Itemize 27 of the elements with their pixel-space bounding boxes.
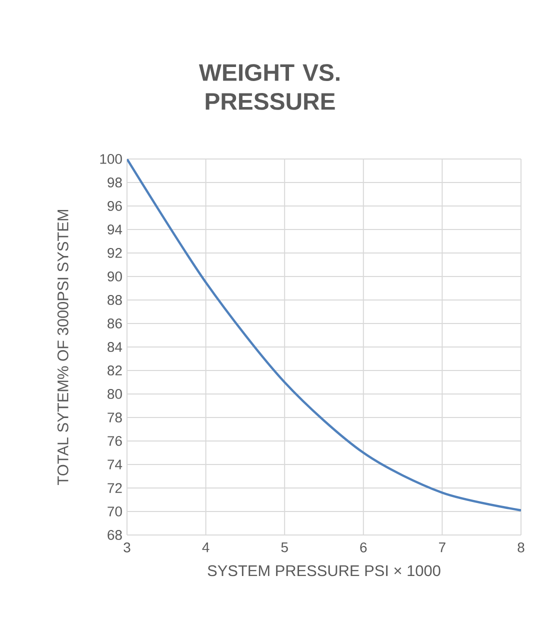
y-tick-label: 94 xyxy=(108,224,122,234)
x-tick-label: 5 xyxy=(281,542,288,552)
y-tick-label: 98 xyxy=(108,178,122,188)
y-tick-label: 74 xyxy=(108,460,122,470)
y-tick-label: 88 xyxy=(108,295,122,305)
y-tick-label: 72 xyxy=(108,483,122,493)
y-tick-label: 82 xyxy=(108,366,122,376)
y-tick-label: 76 xyxy=(108,436,122,446)
x-tick-label: 3 xyxy=(124,542,130,552)
y-tick-label: 80 xyxy=(108,389,122,399)
x-axis-title: SYSTEM PRESSURE PSI × 1000 xyxy=(208,565,440,576)
x-tick-label: 4 xyxy=(202,542,210,552)
y-axis-title: TOTAL SYTEM% OF 3000PSI SYSTEM xyxy=(57,210,68,485)
y-tick-label: 92 xyxy=(108,248,122,258)
y-tick-label: 90 xyxy=(108,272,122,282)
y-tick-label: 78 xyxy=(108,412,122,422)
y-tick-label: 86 xyxy=(108,318,122,328)
chart-title: WEIGHT VS. PRESSURE xyxy=(198,64,340,110)
x-tick-label: 7 xyxy=(439,542,446,552)
y-tick-label: 100 xyxy=(100,154,122,164)
x-tick-label: 6 xyxy=(360,542,367,552)
y-tick-label: 70 xyxy=(108,506,122,516)
line-series xyxy=(127,158,521,512)
x-tick-label: 8 xyxy=(518,542,524,552)
y-tick-label: 96 xyxy=(108,201,122,211)
y-tick-label: 68 xyxy=(108,530,122,540)
y-tick-label: 84 xyxy=(108,342,122,352)
